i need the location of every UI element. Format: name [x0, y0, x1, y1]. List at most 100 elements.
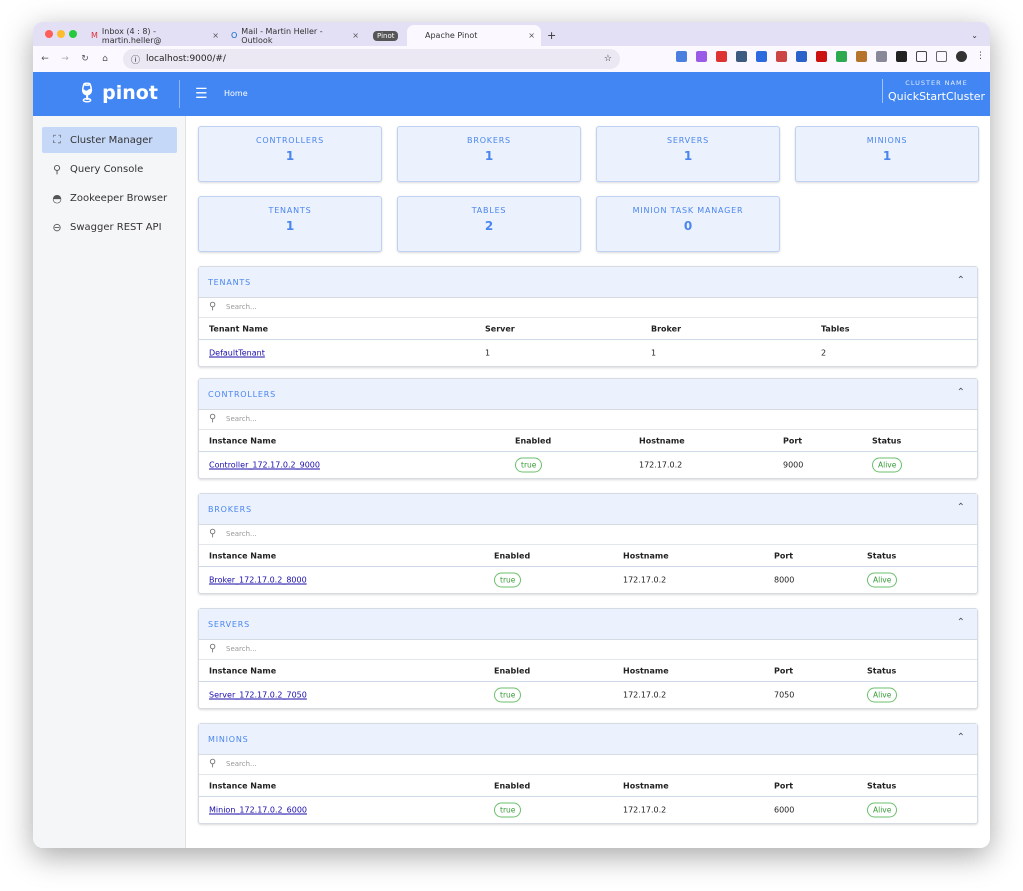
chevron-up-icon[interactable]: ⌃: [956, 387, 965, 398]
extension-icon[interactable]: [676, 51, 687, 62]
home-icon[interactable]: ⌂: [102, 54, 108, 64]
hamburger-menu-icon[interactable]: ☰: [195, 86, 208, 102]
column-header[interactable]: Status: [867, 666, 897, 675]
search-input[interactable]: ⚲ Search...: [199, 410, 977, 430]
sidebar-item-query-console[interactable]: ⚲ Query Console: [42, 156, 177, 182]
extension-icon[interactable]: [716, 51, 727, 62]
stat-card-servers[interactable]: SERVERS 1: [596, 126, 780, 182]
extension-icon[interactable]: [876, 51, 887, 62]
column-header[interactable]: Instance Name: [209, 551, 277, 560]
extension-icon[interactable]: [896, 51, 907, 62]
browser-tab[interactable]: M Inbox (4 : 8) - martin.heller@ ×: [91, 26, 219, 45]
site-info-icon[interactable]: ⓘ: [131, 55, 141, 66]
extension-icon[interactable]: [796, 51, 807, 62]
new-tab-button[interactable]: +: [547, 29, 557, 42]
extension-icon[interactable]: [816, 51, 827, 62]
column-header[interactable]: Hostname: [623, 666, 669, 675]
reading-list-icon[interactable]: [936, 51, 947, 62]
chevron-up-icon[interactable]: ⌃: [956, 502, 965, 513]
search-input[interactable]: ⚲ Search...: [199, 755, 977, 775]
forward-icon[interactable]: →: [61, 54, 69, 64]
instance-link[interactable]: Controller_172.17.0.2_9000: [209, 460, 320, 470]
column-header[interactable]: Enabled: [494, 551, 531, 560]
minimize-window-button[interactable]: [57, 30, 65, 38]
extension-icon[interactable]: [836, 51, 847, 62]
column-header[interactable]: Port: [774, 551, 794, 560]
sidebar-item-swagger-rest-api[interactable]: ⊖ Swagger REST API: [42, 214, 177, 240]
section-header[interactable]: BROKERS ⌃: [199, 494, 977, 525]
stat-card-tenants[interactable]: TENANTS 1: [198, 196, 382, 252]
pinot-logo[interactable]: 🍷︎ pinot: [75, 81, 158, 105]
column-header[interactable]: Hostname: [623, 781, 669, 790]
close-tab-icon[interactable]: ×: [528, 31, 535, 40]
chevron-up-icon[interactable]: ⌃: [956, 732, 965, 743]
extension-icon[interactable]: [756, 51, 767, 62]
breadcrumb[interactable]: Home: [224, 89, 248, 98]
close-tab-icon[interactable]: ×: [212, 31, 219, 40]
section-header[interactable]: MINIONS ⌃: [199, 724, 977, 755]
extensions-puzzle-icon[interactable]: [916, 51, 927, 62]
column-header[interactable]: Port: [774, 781, 794, 790]
chevron-up-icon[interactable]: ⌃: [956, 617, 965, 628]
instance-link[interactable]: Broker_172.17.0.2_8000: [209, 575, 307, 585]
extension-icon[interactable]: [696, 51, 707, 62]
column-header[interactable]: Broker: [651, 324, 682, 333]
column-header[interactable]: Instance Name: [209, 781, 277, 790]
column-header[interactable]: Tables: [821, 324, 850, 333]
tab-search-icon[interactable]: ⌄: [971, 31, 978, 40]
stat-card-controllers[interactable]: CONTROLLERS 1: [198, 126, 382, 182]
column-header[interactable]: Port: [783, 436, 803, 445]
section-header[interactable]: CONTROLLERS ⌃: [199, 379, 977, 410]
browser-tab[interactable]: O Mail - Martin Heller - Outlook ×: [231, 26, 359, 45]
address-bar[interactable]: ⓘ localhost:9000/#/☆: [123, 49, 620, 69]
search-icon: ⚲: [209, 528, 217, 539]
extension-icon[interactable]: [776, 51, 787, 62]
back-icon[interactable]: ←: [41, 54, 49, 64]
column-header[interactable]: Instance Name: [209, 666, 277, 675]
stat-card-tables[interactable]: TABLES 2: [397, 196, 581, 252]
reload-icon[interactable]: ↻: [81, 54, 89, 64]
profile-avatar[interactable]: [956, 51, 967, 62]
sidebar-item-zookeeper-browser[interactable]: ◓ Zookeeper Browser: [42, 185, 177, 211]
column-header[interactable]: Status: [867, 551, 897, 560]
column-header[interactable]: Server: [485, 324, 515, 333]
column-header[interactable]: Enabled: [494, 666, 531, 675]
close-tab-icon[interactable]: ×: [352, 31, 359, 40]
extension-icon[interactable]: [856, 51, 867, 62]
bookmark-star-icon[interactable]: ☆: [603, 54, 612, 64]
table-cell: 7050: [774, 690, 795, 700]
column-header[interactable]: Port: [774, 666, 794, 675]
more-menu-icon[interactable]: ⋮: [976, 51, 985, 61]
search-input[interactable]: ⚲ Search...: [199, 640, 977, 660]
search-input[interactable]: ⚲ Search...: [199, 298, 977, 318]
close-window-button[interactable]: [45, 30, 53, 38]
column-header[interactable]: Tenant Name: [209, 324, 269, 333]
section-header[interactable]: TENANTS ⌃: [199, 267, 977, 298]
stat-card-brokers[interactable]: BROKERS 1: [397, 126, 581, 182]
zookeeper-icon: ◓: [52, 191, 62, 205]
tab-group-label[interactable]: Pinot: [373, 30, 399, 41]
section-header[interactable]: SERVERS ⌃: [199, 609, 977, 640]
column-header[interactable]: Status: [872, 436, 902, 445]
column-header[interactable]: Enabled: [494, 781, 531, 790]
column-header[interactable]: Enabled: [515, 436, 552, 445]
column-header[interactable]: Instance Name: [209, 436, 277, 445]
stat-card-minions[interactable]: MINIONS 1: [795, 126, 979, 182]
extension-icon[interactable]: [736, 51, 747, 62]
enabled-badge: true: [494, 687, 522, 703]
column-header[interactable]: Hostname: [639, 436, 685, 445]
table-row: Broker_172.17.0.2_8000 true 172.17.0.2 8000…: [199, 567, 977, 593]
instance-link[interactable]: Minion_172.17.0.2_6000: [209, 805, 307, 815]
sidebar-item-cluster-manager[interactable]: ⛶ Cluster Manager: [42, 127, 177, 153]
chevron-up-icon[interactable]: ⌃: [956, 275, 965, 286]
search-input[interactable]: ⚲ Search...: [199, 525, 977, 545]
status-badge: Alive: [872, 457, 903, 473]
maximize-window-button[interactable]: [69, 30, 77, 38]
instance-link[interactable]: Server_172.17.0.2_7050: [209, 690, 307, 700]
instance-link[interactable]: DefaultTenant: [209, 348, 265, 358]
browser-tab-active[interactable]: Apache Pinot ×: [407, 25, 541, 46]
column-header[interactable]: Hostname: [623, 551, 669, 560]
column-header[interactable]: Status: [867, 781, 897, 790]
main-content: CONTROLLERS 1 BROKERS 1 SERVERS 1 MINIONS 1 TENA…: [186, 116, 990, 848]
stat-card-minion-task-manager[interactable]: MINION TASK MANAGER 0: [596, 196, 780, 252]
